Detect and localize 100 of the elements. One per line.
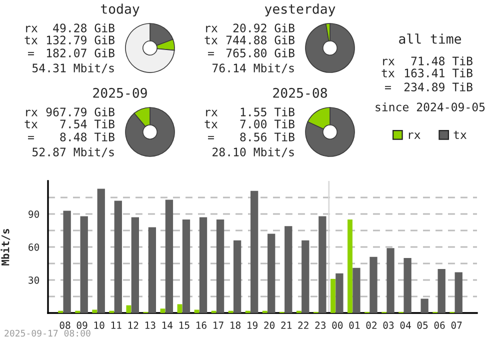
bar [126,305,132,313]
bar [318,216,326,313]
text: = [28,136,34,140]
bar [177,304,182,313]
text: tx [24,120,38,128]
text: 76.14 Mbit/s [212,63,294,74]
y-tick-label: 30 [28,276,40,284]
text: 1.55 TiB [240,107,294,116]
y-tick-label: 60 [28,244,40,251]
bar [165,200,174,313]
bar [404,258,412,313]
text: 765.80 GiB [226,48,294,58]
x-tick-label: 14 [162,322,173,329]
x-tick-label: 16 [196,322,206,329]
y-axis-title: Mbit/s [0,229,10,266]
y-tick-label: 90 [28,210,40,218]
x-tick-label: 10 [94,322,104,329]
bar [182,220,190,313]
text: = [208,52,214,56]
bar [160,308,166,313]
bar [199,217,208,313]
bar [454,272,462,313]
x-tick-label: 02 [366,322,376,329]
bar [233,240,242,313]
donut-slice [125,23,175,73]
chart-title: 2025-08 [273,88,327,98]
bar [302,240,310,313]
bar [420,298,428,313]
bar [336,273,344,313]
text: = [28,52,34,56]
bar [148,227,156,313]
x-tick-label: 00 [332,322,343,329]
bar [131,217,139,313]
text: rx [26,110,38,116]
text: 71.48 TiB [411,56,472,66]
x-tick-label: 22 [298,322,308,329]
text: tx [24,36,38,44]
x-tick-label: 20 [264,322,275,329]
chart-title: today [100,4,140,16]
x-tick-label: 11 [111,322,122,329]
donut-slice [305,23,355,73]
text: 744.88 GiB [226,35,294,44]
bar [250,190,258,313]
bar [268,234,276,313]
x-tick-label: 23 [315,322,326,329]
text: 2025-09-17 08:00 [4,330,90,337]
text: 7.54 TiB [60,119,114,128]
bar [330,278,336,313]
bar [92,310,98,313]
text: 163.41 TiB [404,68,472,78]
bar [63,210,71,313]
x-tick-label: 04 [400,322,411,329]
text: 182.07 GiB [46,48,114,58]
x-tick-label: 03 [383,322,394,329]
text: 967.79 GiB [46,107,114,116]
text: 52.87 Mbit/s [32,147,114,158]
bar [97,188,105,313]
bar [352,268,360,313]
bar [438,269,446,313]
text: tx [204,36,218,44]
text: 132.79 GiB [46,35,114,44]
legend-label: tx [454,130,467,139]
text: 49.28 GiB [53,23,114,32]
bar [194,310,200,313]
bar [216,220,224,313]
text: = [385,86,391,90]
text: tx [204,120,218,128]
bar [284,226,292,313]
text: rx [206,110,218,116]
bar [80,216,88,313]
text: 8.48 TiB [60,132,114,142]
text: 8.56 TiB [240,132,294,142]
text: rx [26,26,38,32]
chart-title: yesterday [264,4,336,16]
text: 7.00 TiB [240,119,294,128]
x-tick-label: 17 [214,322,224,329]
donut-slice [125,107,175,157]
x-tick-label: 15 [180,322,190,329]
text: tx [382,69,395,78]
x-tick-label: 12 [128,322,138,329]
x-tick-label: 13 [145,322,156,329]
bar [114,200,122,313]
x-tick-label: 07 [451,322,462,329]
legend-label: rx [408,132,420,139]
text: 20.92 GiB [233,23,294,32]
text: 234.89 TiB [404,82,472,92]
x-tick-label: 05 [417,322,428,329]
x-tick-label: 01 [349,322,360,329]
x-tick-label: 19 [248,322,258,329]
x-tick-label: 09 [76,322,88,329]
text: = [208,136,214,140]
x-tick-label: 06 [434,322,445,329]
text: 28.10 Mbit/s [212,147,294,158]
x-tick-label: 18 [230,322,240,329]
bar [386,248,394,313]
donut-slice [305,107,355,157]
text: since 2024-09-05 [376,102,485,112]
bar [348,220,352,313]
chart-title: 2025-09 [93,88,147,98]
x-tick-label: 21 [281,322,292,329]
